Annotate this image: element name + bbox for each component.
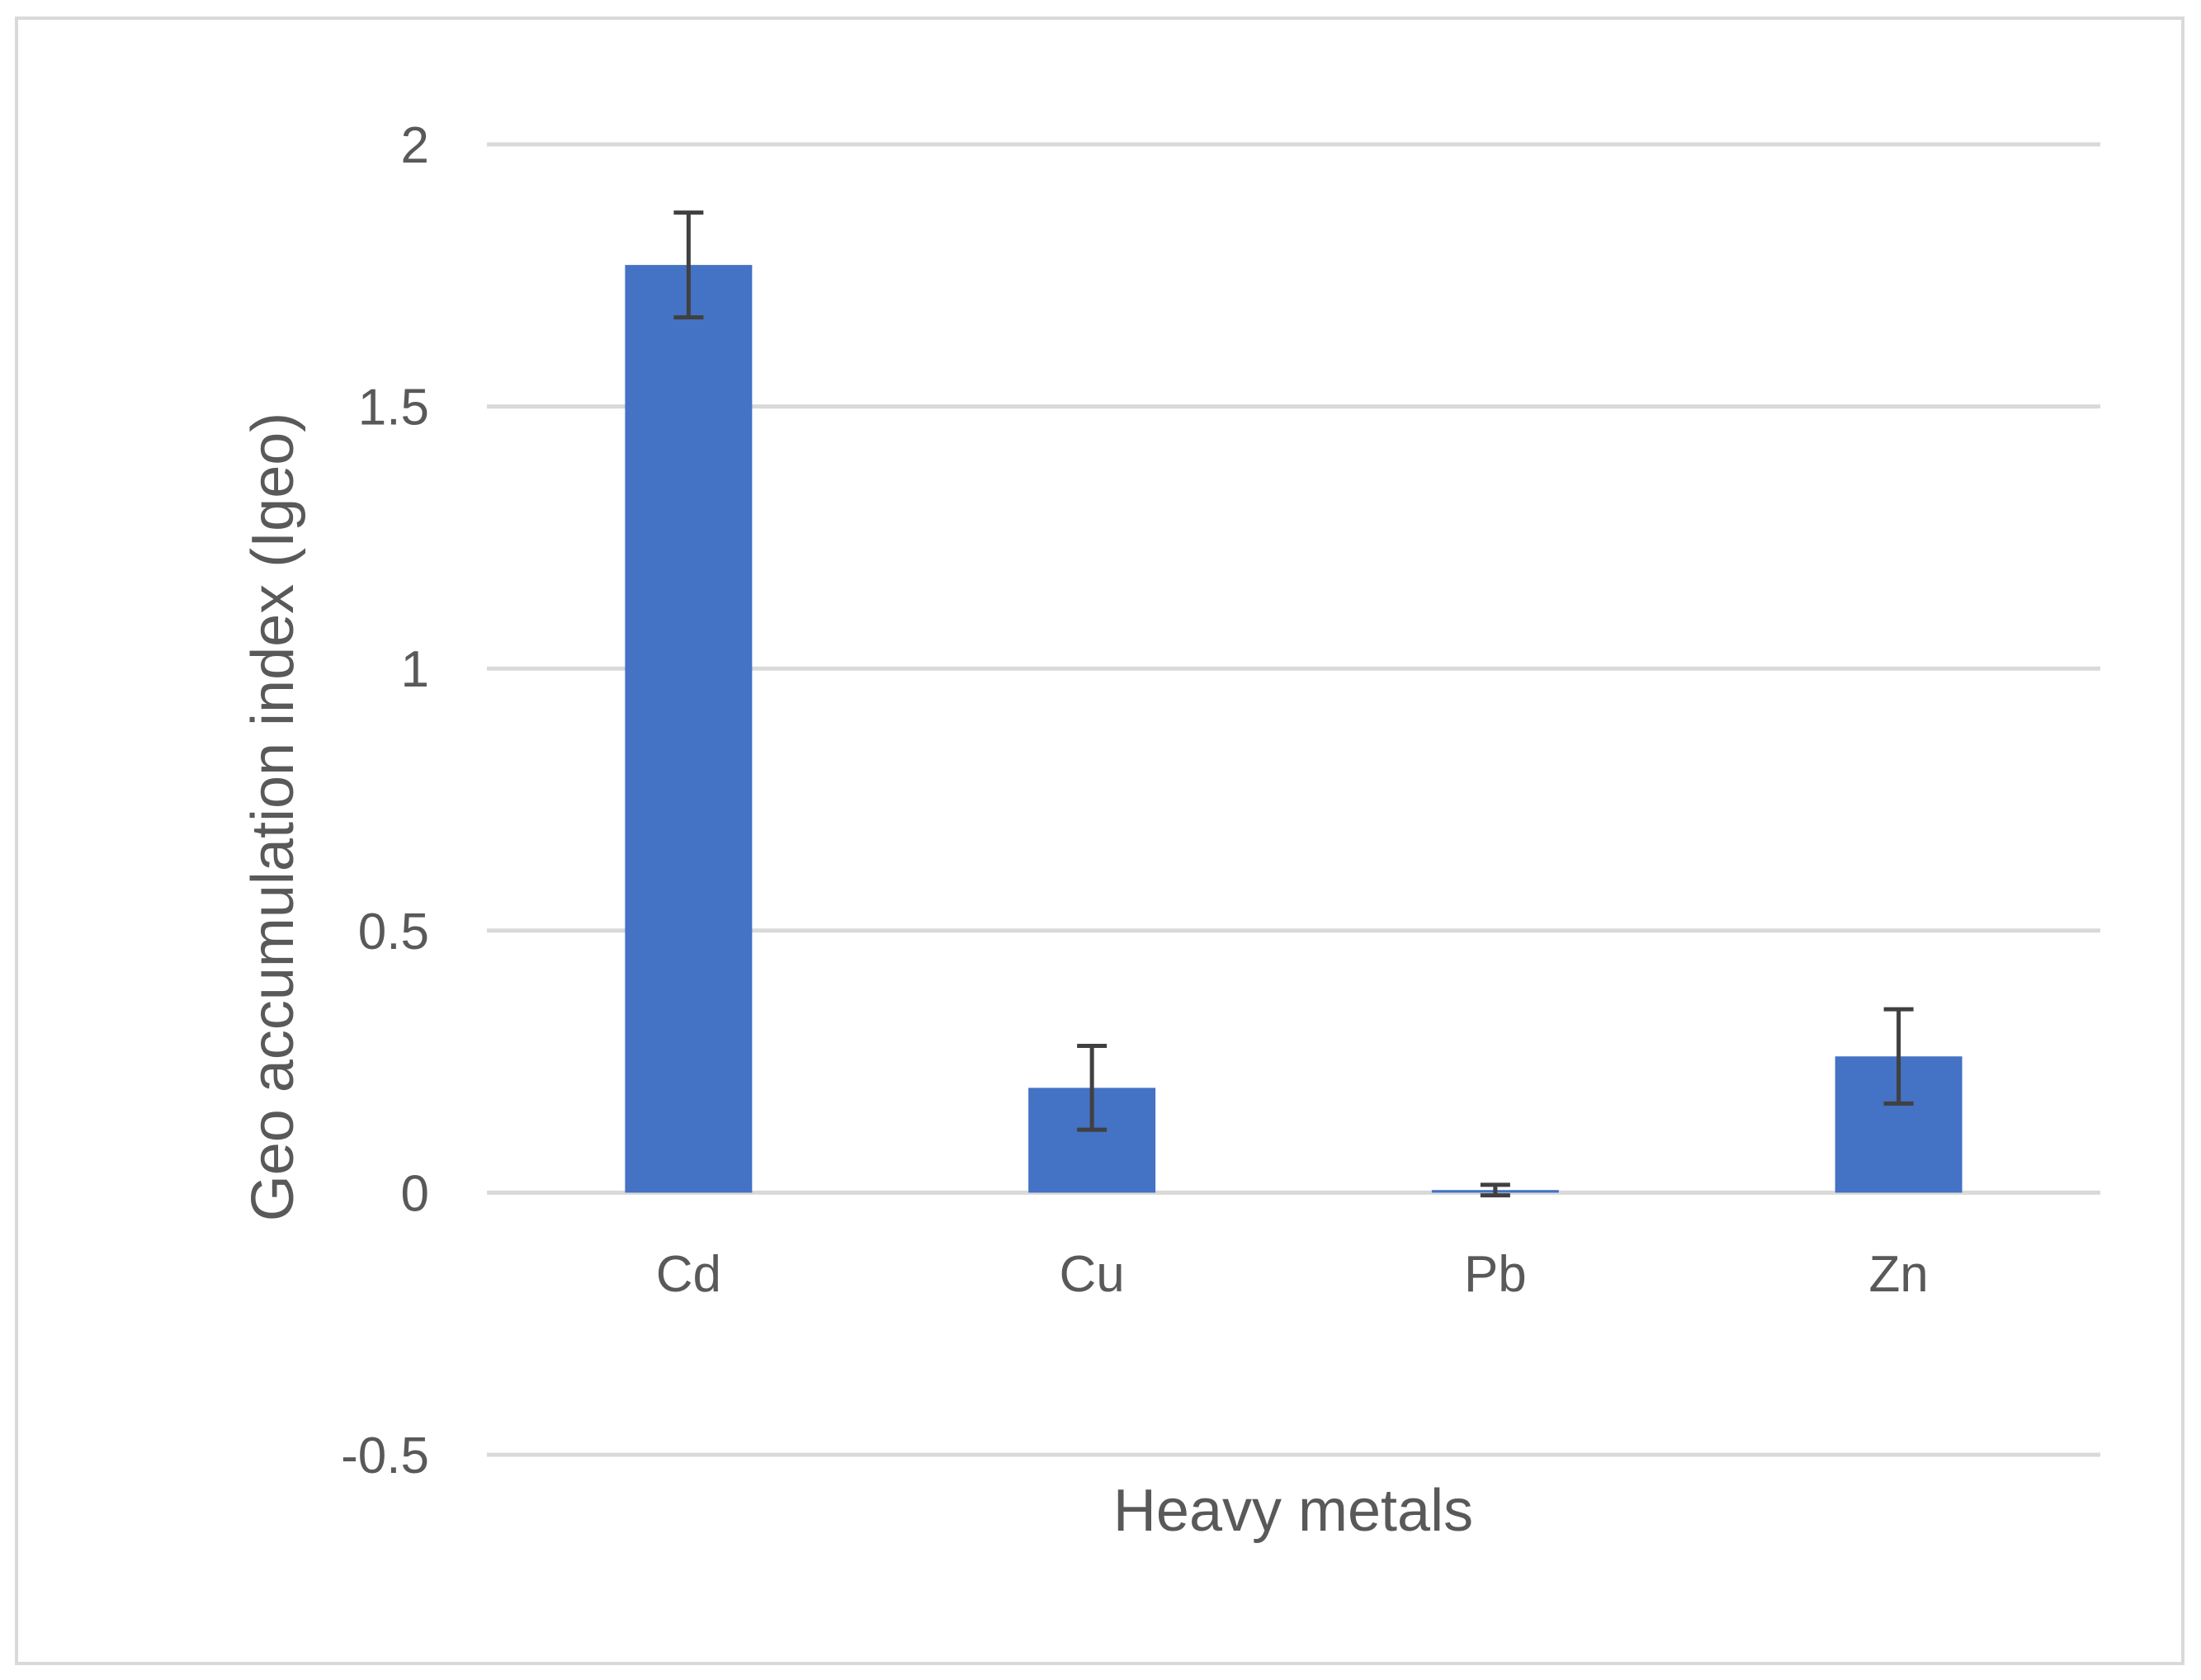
chart-border xyxy=(15,17,2184,1665)
y-tick-label: 2 xyxy=(401,117,429,174)
x-category-label: Pb xyxy=(1464,1246,1527,1303)
y-tick-label: 0.5 xyxy=(358,904,429,960)
bar-cd xyxy=(625,265,753,1193)
y-tick-label: -0.5 xyxy=(341,1428,429,1484)
error-bars xyxy=(673,210,1914,1198)
gridlines xyxy=(487,142,2100,1457)
x-category-label: Cd xyxy=(656,1246,721,1303)
y-axis-title: Geo accumulation index (Igeo) xyxy=(240,413,306,1222)
x-category-label: Cu xyxy=(1059,1246,1124,1303)
x-category-label: Zn xyxy=(1868,1246,1928,1303)
y-tick-label: 1.5 xyxy=(358,380,429,437)
y-tick-label: 0 xyxy=(401,1165,429,1222)
y-tick-label: 1 xyxy=(401,641,429,698)
x-axis-categories: Cd Cu Pb Zn xyxy=(656,1246,1929,1303)
x-axis-title: Heavy metals xyxy=(1113,1478,1473,1544)
y-axis-ticks: -0.5 0 0.5 1 1.5 2 xyxy=(341,117,429,1484)
